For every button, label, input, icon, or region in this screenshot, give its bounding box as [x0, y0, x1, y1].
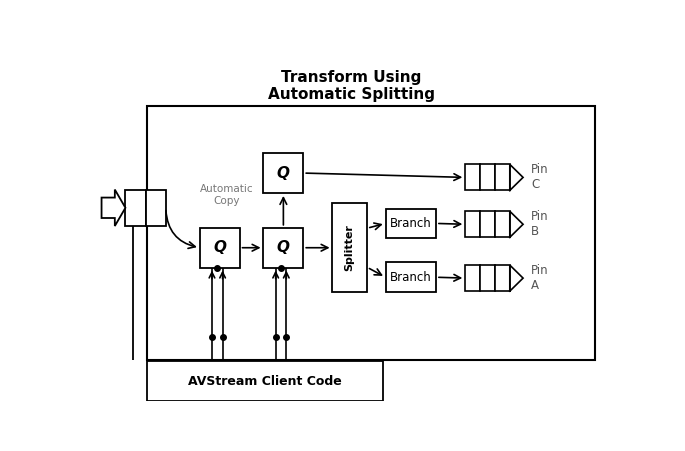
FancyBboxPatch shape — [147, 106, 595, 360]
FancyBboxPatch shape — [465, 211, 480, 237]
FancyBboxPatch shape — [480, 265, 495, 291]
FancyBboxPatch shape — [146, 189, 166, 226]
Text: Splitter: Splitter — [345, 224, 355, 271]
Text: AVStream Client Code: AVStream Client Code — [188, 375, 342, 388]
FancyBboxPatch shape — [264, 228, 303, 268]
FancyBboxPatch shape — [200, 228, 240, 268]
FancyBboxPatch shape — [495, 265, 510, 291]
FancyBboxPatch shape — [125, 189, 146, 226]
Text: Pin
C: Pin C — [531, 163, 549, 191]
Text: Automatic
Copy: Automatic Copy — [199, 184, 253, 206]
Text: Q: Q — [213, 240, 226, 255]
FancyBboxPatch shape — [332, 203, 367, 292]
FancyBboxPatch shape — [465, 265, 480, 291]
Text: Branch: Branch — [390, 271, 432, 284]
FancyBboxPatch shape — [147, 361, 383, 401]
Text: Pin
B: Pin B — [531, 210, 549, 238]
Text: Branch: Branch — [390, 217, 432, 230]
Text: Pin
A: Pin A — [531, 264, 549, 292]
FancyBboxPatch shape — [465, 164, 480, 190]
FancyBboxPatch shape — [495, 164, 510, 190]
FancyBboxPatch shape — [386, 262, 436, 292]
FancyBboxPatch shape — [495, 211, 510, 237]
FancyBboxPatch shape — [264, 153, 303, 193]
Text: Q: Q — [277, 166, 290, 180]
Polygon shape — [101, 189, 125, 226]
FancyBboxPatch shape — [386, 209, 436, 238]
Text: Q: Q — [277, 240, 290, 255]
FancyBboxPatch shape — [480, 164, 495, 190]
FancyBboxPatch shape — [480, 211, 495, 237]
Text: Transform Using
Automatic Splitting: Transform Using Automatic Splitting — [268, 70, 434, 102]
